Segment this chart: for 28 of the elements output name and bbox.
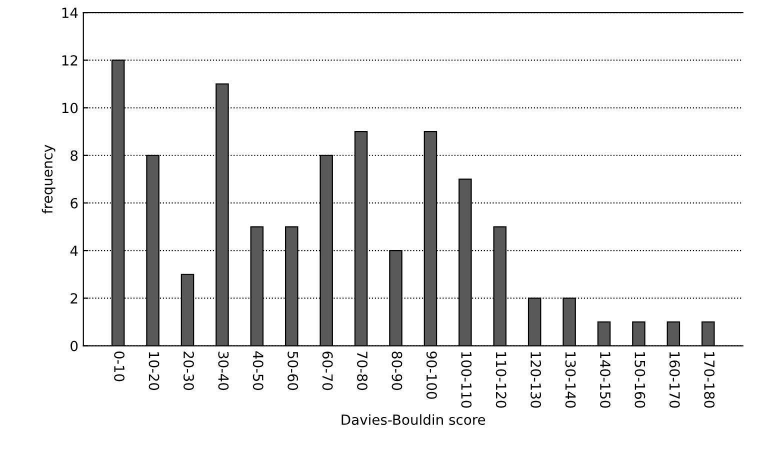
x-tick-label: 50-60 (288, 352, 298, 390)
y-tick-label: 6 (70, 198, 78, 208)
x-tick-label: 140-150 (600, 352, 610, 408)
y-tick-label: 4 (70, 246, 78, 256)
x-tick-label: 40-50 (252, 351, 264, 390)
x-tick-label: 160-170 (669, 352, 680, 408)
x-tick-label: 150-160 (634, 352, 646, 408)
y-tick-label: 12 (62, 55, 78, 66)
x-axis-title: Davies-Bouldin score (342, 414, 486, 425)
x-tick-label: 100-110 (461, 352, 472, 408)
y-tick-label: 8 (70, 150, 78, 161)
x-tick-label: 70-80 (357, 352, 368, 390)
x-tick-label: 20-30 (183, 352, 194, 390)
y-tick-label: 10 (62, 102, 78, 114)
x-tick-label: 170-180 (704, 352, 715, 408)
x-tick-label: 60-70 (322, 352, 333, 390)
x-tick-label: 30-40 (218, 352, 229, 390)
y-tick-label: 2 (70, 293, 78, 304)
y-tick-label: 14 (62, 8, 78, 18)
y-axis-title: frequency (42, 144, 56, 214)
x-tick-label: 120-130 (530, 352, 542, 408)
x-tick-label: 130-140 (565, 352, 576, 408)
x-tick-label: 110-120 (496, 352, 506, 408)
y-tick-label: 0 (70, 340, 78, 352)
x-tick-label: 80-90 (392, 352, 402, 390)
x-tick-label: 90-100 (426, 352, 437, 399)
x-tick-label: 10-20 (148, 352, 160, 390)
x-tick-label: 0-10 (114, 352, 125, 382)
